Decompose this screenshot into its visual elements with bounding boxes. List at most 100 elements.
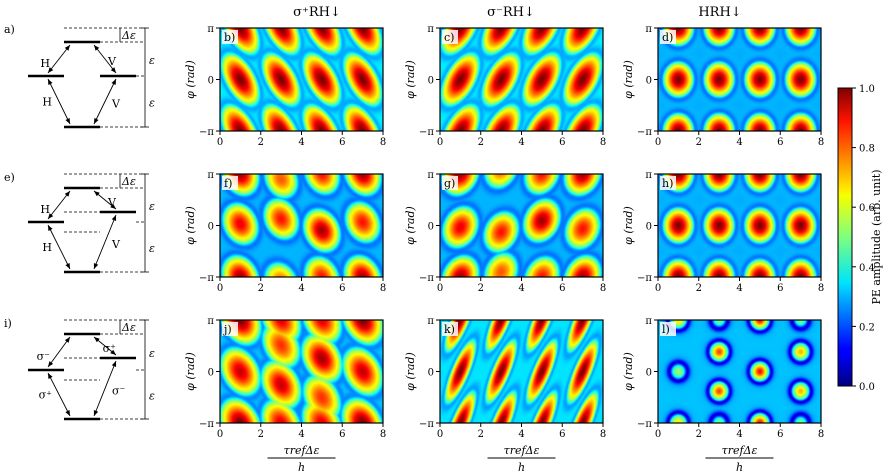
y-axis-label: φ (rad) [404,60,417,99]
x-tick-label: 0 [437,429,443,440]
delta-epsilon-label: Δε [121,29,136,42]
transition-label: V [107,196,117,209]
panel-label: c) [444,31,454,44]
y-tick-label: π [427,316,434,327]
y-tick-label: π [645,316,652,327]
heatmap-image [440,28,603,131]
y-tick-label: −π [199,127,214,138]
x-tick-label: 0 [437,283,443,294]
arrow-head [64,191,70,197]
panel-label-bg [442,30,458,44]
colorbar: 0.0 0.2 0.4 0.6 0.8 1.0 PE amplitude (arb. un… [837,84,883,393]
x-tick-label: 0 [217,429,223,440]
transition-label: H [40,57,50,70]
colorbar-tick-label: 0.8 [859,144,875,155]
epsilon-label-lower: ε [149,242,155,255]
heatmap-panel-j: j)0 2 4 6 8π0−πφ (rad) [184,316,386,440]
row-label-i: i) [4,317,12,330]
x-tick-label: 8 [818,137,824,148]
transition-label: σ⁻ [37,350,51,363]
heatmap-image [440,174,603,277]
x-tick-label: 6 [339,429,345,440]
x-tick-label: 8 [380,137,386,148]
y-tick-label: −π [419,127,434,138]
x-tick-label: 6 [559,429,565,440]
arrow-head [48,373,53,379]
x-tick-label: 6 [559,137,565,148]
arrow-head [48,361,54,367]
column-title-2: σ⁻RH↓ [487,5,535,20]
x-tick-label: 8 [600,283,606,294]
x-tick-label: 0 [437,137,443,148]
x-label-denominator: h [736,461,743,474]
heatmap-panel-k: k)0 2 4 6 8π0−πφ (rad) [404,316,606,440]
epsilon-label-lower: ε [149,97,155,110]
arrow-lower-right [93,78,117,125]
x-label-denominator: h [298,461,305,474]
panel-label-bg [442,322,458,336]
x-tick-label: 6 [339,283,345,294]
arrow-head [48,79,53,85]
panel-label: g) [444,177,455,190]
panel-label-bg [222,322,238,336]
y-tick-label: −π [419,419,434,430]
arrow-lower-right [93,360,117,417]
y-tick-label: −π [199,419,214,430]
epsilon-label-upper: ε [149,200,155,213]
y-axis-label: φ (rad) [622,206,635,245]
arrow-head [64,337,70,343]
x-tick-label: 8 [600,429,606,440]
arrow-head [48,67,54,73]
arrow-head [94,45,100,51]
x-tick-label: 8 [818,283,824,294]
heatmap-panel-g: g)0 2 4 6 8π0−πφ (rad) [404,170,606,294]
arrow-upper-left [47,336,71,368]
y-tick-label: 0 [646,368,652,379]
panel-label: f) [224,177,232,190]
y-tick-label: 0 [428,222,434,233]
panel-label: h) [662,177,673,190]
y-tick-label: −π [637,419,652,430]
arrow-upper-left [47,44,71,74]
epsilon-label-upper: ε [149,347,155,360]
arrow-head [111,361,117,367]
heatmap-image [440,320,603,423]
y-tick-label: 0 [428,368,434,379]
y-tick-label: π [427,170,434,181]
y-tick-label: 0 [428,76,434,87]
x-tick-label: 6 [559,283,565,294]
x-axis-label: τrefΔε h [487,444,556,474]
colorbar-tick-label: 0.6 [859,203,875,214]
arrow-upper-right [93,44,117,74]
heatmap-image [220,28,383,131]
heatmap-image [658,174,821,277]
y-axis-label: φ (rad) [622,352,635,391]
x-tick-label: 0 [217,283,223,294]
heatmap-image [220,320,383,423]
y-tick-label: 0 [646,76,652,87]
x-tick-label: 4 [736,283,742,294]
y-tick-label: π [207,170,214,181]
arrow-head [111,79,116,85]
x-tick-label: 2 [696,137,702,148]
x-tick-label: 4 [298,429,304,440]
heatmap-image [658,320,821,423]
heatmap-panel-h: h)0 2 4 6 8π0−πφ (rad) [622,170,824,294]
x-tick-label: 2 [478,137,484,148]
transition-label: H [40,203,50,216]
arrow-lower-left [47,78,71,125]
y-tick-label: −π [419,273,434,284]
y-tick-label: −π [637,127,652,138]
x-tick-label: 2 [258,137,264,148]
heatmap-panel-l: l)0 2 4 6 8π0−πφ (rad) [622,316,824,440]
arrow-head [94,337,100,343]
arrow-head [94,118,99,124]
arrow-lower-left [47,224,71,270]
arrow-head [93,410,99,416]
x-label-numerator: τrefΔε [504,444,540,457]
y-tick-label: −π [637,273,652,284]
y-axis-label: φ (rad) [184,60,197,99]
x-tick-label: 0 [655,283,661,294]
arrow-head [64,45,70,51]
